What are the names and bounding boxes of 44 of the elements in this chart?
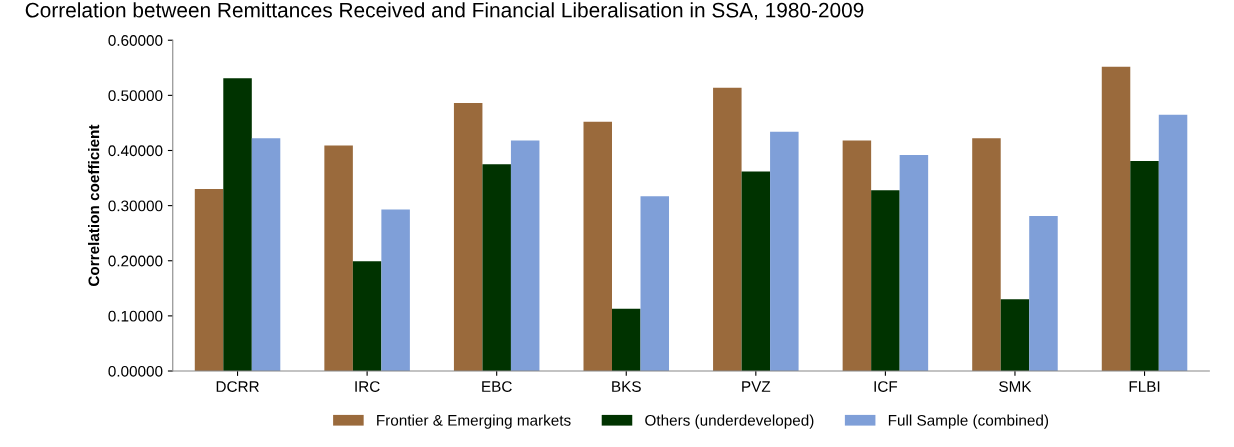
bar bbox=[640, 196, 670, 372]
bar bbox=[972, 138, 1001, 372]
bar bbox=[770, 131, 799, 372]
bar bbox=[1130, 160, 1159, 372]
x-tick-label: BKS bbox=[612, 381, 641, 392]
legend-label: Frontier & Emerging markets bbox=[377, 414, 571, 429]
x-tick-label: DCRR bbox=[216, 381, 259, 392]
y-tick-label: 0.60000 bbox=[108, 35, 163, 46]
bar bbox=[194, 189, 224, 372]
bar bbox=[251, 138, 281, 372]
x-tick-label: FLBI bbox=[1129, 381, 1160, 392]
y-tick-label: 0.40000 bbox=[108, 145, 163, 157]
y-tick-label: 0.10000 bbox=[108, 310, 163, 322]
y-tick-label: 0.50000 bbox=[108, 90, 163, 102]
bar bbox=[482, 164, 511, 372]
bar bbox=[583, 121, 612, 372]
bar bbox=[1000, 299, 1030, 372]
x-tick-label: SMK bbox=[999, 381, 1032, 392]
bar bbox=[741, 171, 771, 372]
y-axis-title: Correlation coefficient bbox=[88, 124, 100, 287]
x-tick-label: ICF bbox=[874, 381, 898, 392]
x-tick-label: PVZ bbox=[742, 381, 771, 392]
bar bbox=[871, 190, 900, 372]
bar bbox=[713, 87, 742, 372]
legend-label: Full Sample (combined) bbox=[888, 414, 1049, 429]
bar bbox=[1029, 216, 1058, 372]
x-tick-label: EBC bbox=[482, 381, 512, 392]
bar bbox=[612, 308, 641, 372]
y-tick-label: 0.20000 bbox=[108, 255, 163, 267]
bar bbox=[324, 145, 353, 372]
y-tick-label: 0.00000 bbox=[108, 365, 163, 377]
bar bbox=[842, 140, 872, 372]
y-tick-label: 0.30000 bbox=[108, 200, 163, 212]
bar bbox=[510, 140, 540, 372]
legend-label: Others (underdeveloped) bbox=[645, 414, 814, 429]
bar bbox=[1101, 66, 1131, 372]
bar bbox=[352, 261, 382, 372]
bar bbox=[453, 103, 483, 372]
x-tick-label: IRC bbox=[355, 381, 380, 392]
bar bbox=[899, 154, 929, 372]
bar bbox=[223, 78, 252, 372]
bar bbox=[381, 209, 410, 372]
bar bbox=[1158, 114, 1188, 372]
chart-title: Correlation between Remittances Received and Financial Liberalisation in SSA, 1980-2009 bbox=[25, 2, 864, 20]
